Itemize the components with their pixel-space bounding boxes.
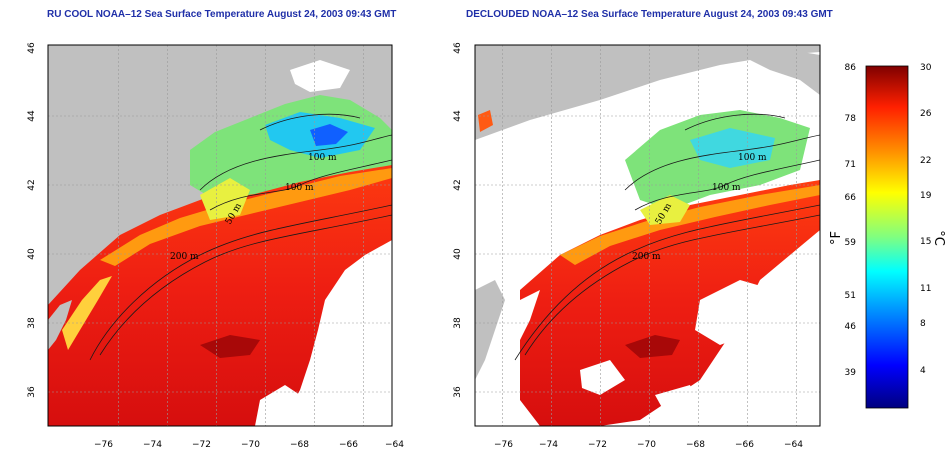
- fahrenheit-unit-label: °F: [829, 231, 844, 245]
- celsius-tick: 4: [920, 366, 926, 376]
- fahrenheit-tick: 86: [845, 63, 857, 73]
- x-tick-label: −76: [94, 440, 113, 450]
- colorbar-gradient: [865, 65, 909, 409]
- celsius-tick: 30: [920, 63, 932, 73]
- celsius-tick: 15: [920, 237, 931, 247]
- y-axis-ticks-left: 36 38 40 42 44 46: [27, 42, 37, 398]
- y-tick-label: 40: [27, 248, 37, 260]
- land-area: [740, 50, 820, 95]
- colorbar-celsius-ticks: 30 26 22 19 15 11 8 4: [920, 63, 932, 376]
- cloud-cover: [255, 385, 300, 426]
- fahrenheit-tick: 46: [845, 322, 857, 332]
- fahrenheit-tick: 78: [845, 114, 857, 124]
- x-axis-ticks-right: −76 −74 −72 −70 −68 −66 −64: [494, 440, 803, 450]
- sst-cold-spot: [310, 124, 348, 146]
- contour-label: 200 m: [632, 252, 661, 262]
- sst-cold-patch: [690, 128, 775, 168]
- sst-yellow-patch: [640, 195, 690, 225]
- cloud-cover: [580, 360, 625, 395]
- fahrenheit-tick: 59: [845, 238, 857, 248]
- celsius-tick: 22: [920, 156, 931, 166]
- fahrenheit-tick: 71: [845, 160, 856, 170]
- land-area: [475, 280, 505, 380]
- celsius-unit-label: °C: [931, 230, 946, 246]
- map-panel-left: 100 m 100 m 50 m 200 m −76 −74 −72 −70 −…: [27, 42, 404, 450]
- fahrenheit-tick: 39: [845, 368, 857, 378]
- sst-yellow-patch: [200, 178, 250, 220]
- y-tick-label: 44: [453, 110, 463, 122]
- sst-shelf-band: [560, 185, 820, 265]
- y-tick-label: 42: [453, 179, 463, 190]
- x-tick-label: −70: [241, 440, 260, 450]
- bathymetry-contours-right: [514, 113, 820, 361]
- x-tick-label: −66: [735, 440, 754, 450]
- grid-lines-left: [48, 45, 392, 426]
- sst-hot-core: [625, 335, 680, 358]
- x-tick-label: −72: [588, 440, 607, 450]
- x-tick-label: −64: [784, 440, 803, 450]
- contour-label: 100 m: [308, 153, 337, 163]
- contour-label: 100 m: [285, 183, 314, 193]
- x-tick-label: −74: [539, 440, 558, 450]
- y-tick-label: 38: [27, 317, 37, 329]
- y-axis-ticks-right: 36 38 40 42 44 46: [453, 42, 463, 398]
- fahrenheit-tick: 66: [845, 193, 857, 203]
- y-tick-label: 40: [453, 248, 463, 260]
- sst-hot-core: [200, 335, 260, 358]
- celsius-tick: 19: [920, 191, 932, 201]
- x-tick-label: −74: [143, 440, 162, 450]
- sst-warm-water: [48, 152, 392, 426]
- y-tick-label: 46: [27, 42, 37, 54]
- x-tick-label: −72: [192, 440, 211, 450]
- x-tick-label: −68: [290, 440, 309, 450]
- panel-title-right: DECLOUDED NOAA–12 Sea Surface Temperatur…: [466, 9, 833, 20]
- y-tick-label: 42: [27, 179, 37, 190]
- celsius-tick: 8: [920, 319, 926, 329]
- celsius-tick: 26: [920, 109, 932, 119]
- contour-label: 200 m: [170, 252, 199, 262]
- panel-title-left: RU COOL NOAA–12 Sea Surface Temperature …: [47, 9, 397, 20]
- map-frame-left: [47, 44, 393, 427]
- cloud-cover: [695, 280, 775, 345]
- x-tick-label: −64: [385, 440, 404, 450]
- contour-label: 100 m: [712, 183, 741, 193]
- y-tick-label: 38: [453, 317, 463, 329]
- y-tick-label: 36: [27, 386, 37, 398]
- celsius-tick: 11: [920, 284, 931, 294]
- y-tick-label: 44: [27, 110, 37, 122]
- land-area: [48, 300, 72, 350]
- cloud-cover: [290, 60, 350, 92]
- x-axis-ticks-left: −76 −74 −72 −70 −68 −66 −64: [94, 440, 404, 450]
- sst-shelf-band: [100, 168, 392, 266]
- colorbar: 86 78 71 66 59 51 46 39 30 26 22 19 15 1…: [829, 63, 946, 409]
- x-tick-label: −68: [686, 440, 705, 450]
- fahrenheit-tick: 51: [845, 291, 856, 301]
- y-tick-label: 36: [453, 386, 463, 398]
- cloud-cover: [655, 385, 700, 422]
- y-tick-label: 46: [453, 42, 463, 54]
- x-tick-label: −66: [339, 440, 358, 450]
- bathymetry-contours-left: [89, 113, 392, 361]
- map-panel-right: 100 m 100 m 50 m 200 m −76 −74 −72 −70 −…: [453, 42, 821, 450]
- sst-coastal-strip: [62, 276, 112, 350]
- cloud-cover: [280, 240, 392, 426]
- contour-label: 100 m: [738, 153, 767, 163]
- map-frame-right: [474, 44, 821, 427]
- colorbar-fahrenheit-ticks: 86 78 71 66 59 51 46 39: [845, 63, 857, 378]
- x-tick-label: −70: [637, 440, 656, 450]
- sst-warm-water: [478, 110, 493, 132]
- cloud-cover: [495, 290, 540, 370]
- x-tick-label: −76: [494, 440, 513, 450]
